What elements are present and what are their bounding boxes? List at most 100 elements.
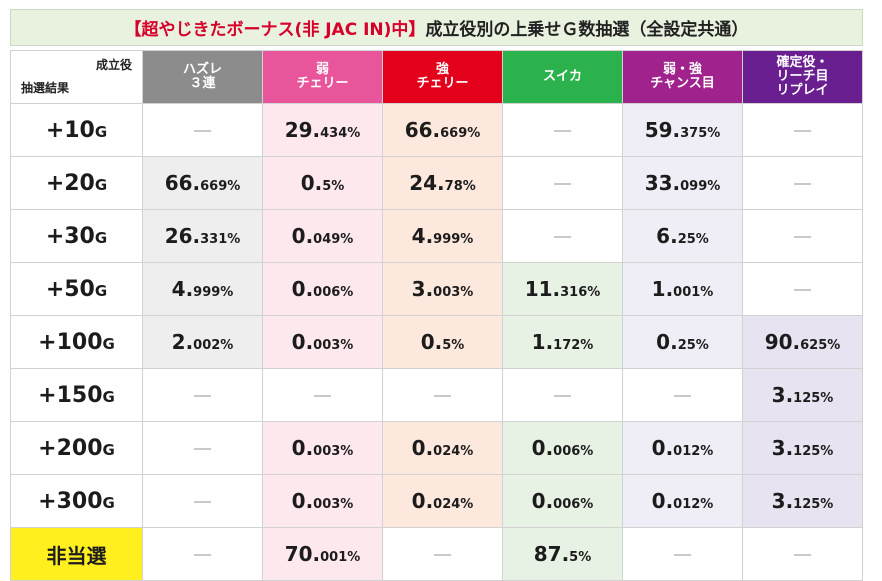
odds-cell: 0.006% <box>502 474 623 528</box>
column-header: 強チェリー <box>382 50 503 104</box>
odds-int: 59. <box>644 118 681 142</box>
odds-frac: 012% <box>673 497 714 512</box>
odds-cell: 0.003% <box>262 474 383 528</box>
empty-dash <box>314 395 331 397</box>
empty-dash <box>194 395 211 397</box>
odds-cell <box>142 103 263 157</box>
odds-frac: 172% <box>553 338 594 353</box>
column-header-line: スイカ <box>542 69 582 84</box>
odds-cell <box>502 156 623 210</box>
odds-frac: 125% <box>793 497 834 512</box>
odds-int: 4. <box>411 224 434 248</box>
column-header: 弱・強 チャンス目 <box>622 50 743 104</box>
empty-dash <box>434 395 451 397</box>
odds-int: 2. <box>171 330 194 354</box>
odds-int: 0. <box>420 330 443 354</box>
odds-cell: 59.375% <box>622 103 743 157</box>
odds-int: 1. <box>531 330 554 354</box>
row-label: +200G <box>10 421 143 475</box>
column-header-line: 弱・強 <box>662 62 702 77</box>
odds-cell: 66.669% <box>142 156 263 210</box>
odds-cell <box>382 527 503 581</box>
odds-cell <box>742 103 863 157</box>
odds-frac: 049% <box>313 232 354 247</box>
odds-frac: 78% <box>444 179 476 194</box>
empty-dash <box>794 289 811 291</box>
odds-int: 0. <box>291 489 314 513</box>
row-label-unit: G <box>94 281 108 300</box>
odds-cell <box>742 262 863 316</box>
odds-cell <box>742 527 863 581</box>
odds-int: 0. <box>291 224 314 248</box>
column-header-line: リプレイ <box>776 83 829 98</box>
odds-cell: 90.625% <box>742 315 863 369</box>
corner-label-result: 抽選結果 <box>21 81 70 95</box>
column-header: ハズレ ３連 <box>142 50 263 104</box>
empty-dash <box>434 554 451 556</box>
odds-cell: 4.999% <box>382 209 503 263</box>
empty-dash <box>794 236 811 238</box>
empty-dash <box>194 448 211 450</box>
row-label-unit: G <box>94 175 108 194</box>
odds-int: 90. <box>764 330 801 354</box>
odds-int: 0. <box>300 171 323 195</box>
odds-cell <box>622 527 743 581</box>
odds-frac: 001% <box>673 285 714 300</box>
odds-cell: 0.5% <box>382 315 503 369</box>
odds-frac: 5% <box>322 179 345 194</box>
title-rest: 成立役別の上乗せＧ数抽選（全設定共通） <box>425 20 749 40</box>
column-header-line: リーチ目 <box>776 69 829 84</box>
table-row: +30G 26.331% 0.049% 4.999% 6.25% <box>10 209 863 263</box>
odds-frac: 625% <box>800 338 841 353</box>
odds-int: 0. <box>291 330 314 354</box>
odds-cell: 0.003% <box>262 315 383 369</box>
table-row: +50G 4.999% 0.006% 3.003% 11.316% 1.001% <box>10 262 863 316</box>
column-header-line: チェリー <box>416 76 469 91</box>
odds-cell: 4.999% <box>142 262 263 316</box>
odds-int: 4. <box>171 277 194 301</box>
odds-cell <box>502 368 623 422</box>
table-row: +10G 29.434% 66.669% 59.375% <box>10 103 863 157</box>
odds-int: 3. <box>771 489 794 513</box>
table-body: +10G 29.434% 66.669% 59.375% +20G 66.669% 0.5%… <box>10 103 863 581</box>
odds-frac: 006% <box>553 497 594 512</box>
odds-frac: 669% <box>200 179 241 194</box>
row-label: +150G <box>10 368 143 422</box>
empty-dash <box>554 236 571 238</box>
odds-frac: 024% <box>433 444 474 459</box>
row-label: +300G <box>10 474 143 528</box>
table-row: +150G 3.125% <box>10 368 863 422</box>
column-header: 弱チェリー <box>262 50 383 104</box>
column-header: 確定役・ リーチ目 リプレイ <box>742 50 863 104</box>
odds-cell: 87.5% <box>502 527 623 581</box>
odds-cell: 66.669% <box>382 103 503 157</box>
odds-frac: 316% <box>560 285 601 300</box>
odds-frac: 5% <box>442 338 465 353</box>
table-row: +200G 0.003% 0.024% 0.006% 0.012% 3.125% <box>10 421 863 475</box>
row-label-value: +30 <box>45 223 95 249</box>
odds-cell: 0.024% <box>382 474 503 528</box>
odds-int: 0. <box>291 436 314 460</box>
odds-frac: 5% <box>569 550 592 565</box>
odds-cell <box>142 474 263 528</box>
odds-cell: 70.001% <box>262 527 383 581</box>
odds-frac: 006% <box>313 285 354 300</box>
odds-int: 33. <box>644 171 681 195</box>
row-label: +10G <box>10 103 143 157</box>
row-label-unit: G <box>94 122 108 141</box>
empty-dash <box>194 130 211 132</box>
row-label: +20G <box>10 156 143 210</box>
odds-cell: 0.049% <box>262 209 383 263</box>
odds-frac: 001% <box>320 550 361 565</box>
header-row: 成立役 抽選結果 ハズレ ３連 弱チェリー 強チェリー スイカ 弱・強 チャンス目 … <box>10 50 863 104</box>
odds-cell: 33.099% <box>622 156 743 210</box>
empty-dash <box>194 501 211 503</box>
row-label: +100G <box>10 315 143 369</box>
empty-dash <box>674 395 691 397</box>
odds-cell: 3.125% <box>742 474 863 528</box>
odds-frac: 434% <box>320 126 361 141</box>
odds-int: 0. <box>651 436 674 460</box>
odds-int: 1. <box>651 277 674 301</box>
row-label-value: +300 <box>38 488 103 514</box>
odds-cell <box>502 209 623 263</box>
